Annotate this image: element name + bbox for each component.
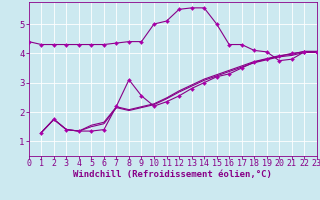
X-axis label: Windchill (Refroidissement éolien,°C): Windchill (Refroidissement éolien,°C) <box>73 170 272 179</box>
